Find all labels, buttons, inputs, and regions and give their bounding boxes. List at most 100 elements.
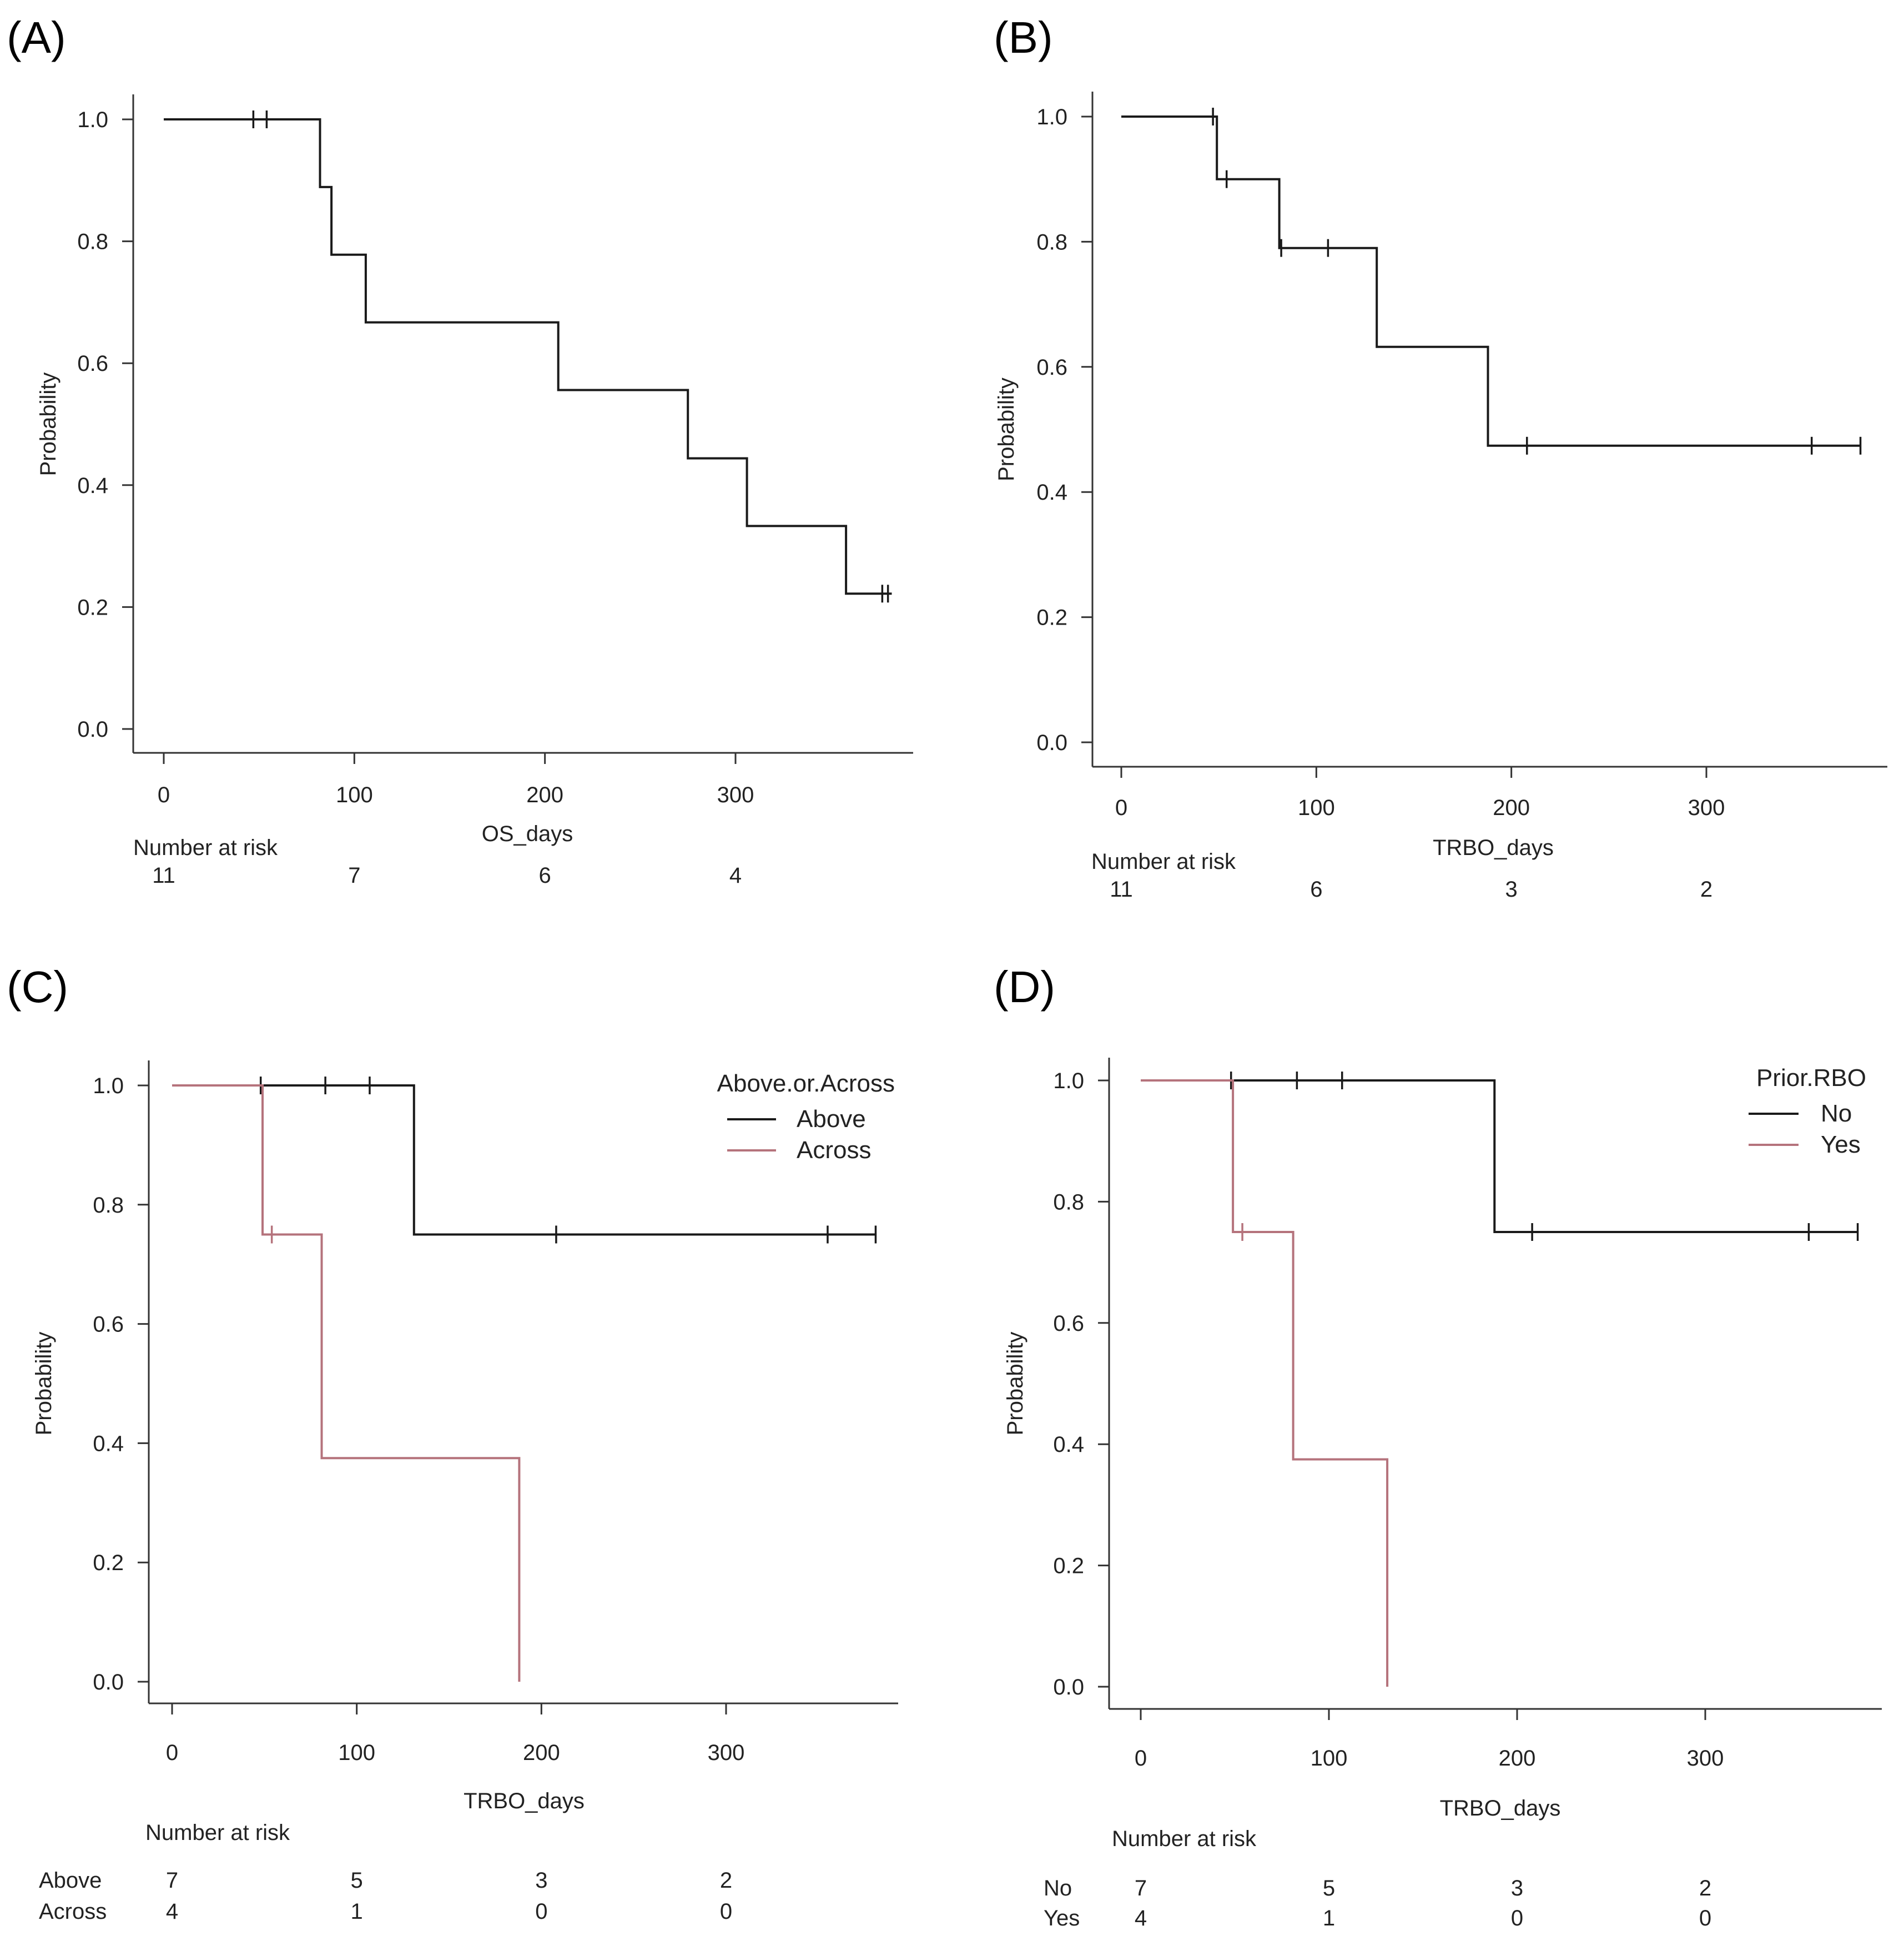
km-curve-above (172, 1084, 876, 1236)
legend-title: Prior.RBO (1756, 1064, 1866, 1092)
x-tick-label: 0 (1135, 1746, 1147, 1771)
panel-b: (B) 0.0 0.2 0.4 0.6 0.8 1.0 0 100 200 300 TRBO_days… (994, 13, 1887, 902)
risk-count: 6 (539, 863, 551, 888)
y-tick-label: 0.4 (93, 1431, 124, 1456)
risk-count: 7 (1135, 1876, 1147, 1900)
y-tick-label: 0.2 (1053, 1554, 1084, 1578)
risk-count: 2 (1699, 1876, 1711, 1900)
legend-label-no: No (1821, 1100, 1852, 1127)
x-tick-label: 200 (1499, 1746, 1536, 1771)
y-tick-label: 0.0 (1053, 1675, 1084, 1699)
x-tick-label: 200 (523, 1741, 560, 1765)
risk-count: 4 (166, 1899, 178, 1924)
risk-count: 7 (166, 1868, 178, 1893)
risk-group-label: Yes (1044, 1906, 1080, 1930)
risk-count: 4 (1135, 1906, 1147, 1930)
y-tick-label: 0.4 (1053, 1432, 1084, 1457)
km-curve-all (1121, 115, 1861, 447)
x-axis-title: TRBO_days (464, 1789, 585, 1813)
risk-group-label: Above (39, 1868, 102, 1893)
risk-count: 1 (1323, 1906, 1335, 1930)
y-axis-title: Probability (1003, 1332, 1027, 1436)
legend-label-yes: Yes (1821, 1131, 1861, 1158)
y-tick-label: 0.6 (93, 1313, 124, 1337)
x-tick-label: 100 (1298, 796, 1335, 820)
x-tick-label: 200 (526, 783, 563, 807)
risk-table-label: Number at risk (1112, 1827, 1257, 1851)
risk-count: 3 (1505, 877, 1518, 902)
x-tick-label: 0 (158, 783, 170, 807)
risk-count: 5 (1323, 1876, 1335, 1900)
x-tick-label: 100 (338, 1741, 375, 1765)
panel-tag: (B) (994, 13, 1053, 62)
x-tick-label: 300 (1688, 796, 1725, 820)
y-axis-title: Probability (32, 1332, 56, 1436)
y-tick-label: 0.4 (1036, 480, 1067, 505)
risk-count: 0 (535, 1899, 547, 1924)
panel-c: (C)0.00.20.40.60.81.00 100 200 300TRBO_days… (7, 962, 898, 1924)
y-tick-label: 0.6 (77, 351, 108, 376)
risk-count: 0 (720, 1899, 732, 1924)
legend-label-across: Across (797, 1137, 871, 1164)
y-tick-label: 0.8 (1053, 1190, 1084, 1214)
y-tick-label: 0.8 (1036, 230, 1067, 254)
risk-group-label: No (1044, 1876, 1072, 1900)
km-curve-no (1141, 1079, 1858, 1233)
legend-label-above: Above (797, 1105, 866, 1133)
y-tick-label: 0.0 (1036, 731, 1067, 755)
risk-count: 11 (152, 863, 175, 888)
y-tick-label: 0.6 (1036, 355, 1067, 380)
y-tick-label: 1.0 (93, 1074, 124, 1098)
y-tick-label: 0.2 (93, 1551, 124, 1575)
x-axis-title: TRBO_days (1433, 836, 1554, 860)
risk-count: 6 (1310, 877, 1322, 902)
x-tick-label: 200 (1493, 796, 1530, 820)
risk-count: 11 (1110, 877, 1133, 902)
risk-count: 3 (535, 1868, 547, 1893)
risk-table-label: Number at risk (133, 836, 278, 860)
y-tick-label: 1.0 (77, 108, 108, 132)
y-tick-label: 0.6 (1053, 1311, 1084, 1336)
risk-count: 1 (351, 1899, 363, 1924)
km-curve-all (164, 118, 892, 595)
x-tick-label: 0 (166, 1741, 178, 1765)
risk-count: 4 (729, 863, 742, 888)
panel-d: (D)0.00.20.40.60.81.00 100 200 300TRBO_days… (994, 962, 1882, 1930)
panel-tag: (C) (7, 962, 68, 1012)
km-curve-yes (1141, 1079, 1389, 1687)
y-tick-label: 0.0 (93, 1670, 124, 1694)
x-axis-title: OS_days (482, 822, 573, 846)
risk-table-label: Number at risk (145, 1821, 290, 1845)
risk-count: 2 (1700, 877, 1712, 902)
y-axis-title: Probability (36, 373, 61, 476)
x-tick-label: 300 (708, 1741, 745, 1765)
legend-title: Above.or.Across (717, 1070, 895, 1097)
panel-tag: (A) (7, 13, 66, 62)
x-tick-label: 300 (717, 783, 754, 807)
x-tick-label: 100 (1311, 1746, 1348, 1771)
y-tick-label: 0.8 (77, 230, 108, 254)
y-tick-label: 0.0 (77, 717, 108, 742)
y-tick-label: 0.4 (77, 474, 108, 498)
risk-group-label: Across (39, 1899, 107, 1924)
y-tick-label: 1.0 (1036, 105, 1067, 129)
risk-count: 7 (348, 863, 360, 888)
risk-table-label: Number at risk (1091, 849, 1236, 874)
panel-a: (A) 0.0 0.2 0.4 0.6 0.8 1.0 0 100 200 300 OS_days Pr… (7, 13, 913, 888)
x-tick-label: 300 (1687, 1746, 1724, 1771)
y-tick-label: 0.2 (77, 595, 108, 620)
y-tick-label: 0.2 (1036, 606, 1067, 630)
y-axis-title: Probability (994, 378, 1019, 481)
risk-count: 5 (351, 1868, 363, 1893)
x-axis-title: TRBO_days (1440, 1796, 1561, 1821)
x-tick-label: 100 (336, 783, 373, 807)
y-tick-label: 1.0 (1053, 1069, 1084, 1093)
risk-count: 0 (1511, 1906, 1523, 1930)
risk-count: 0 (1699, 1906, 1711, 1930)
km-curve-across (172, 1084, 521, 1682)
risk-count: 3 (1511, 1876, 1523, 1900)
panel-tag: (D) (994, 962, 1055, 1012)
risk-count: 2 (720, 1868, 732, 1893)
y-tick-label: 0.8 (93, 1193, 124, 1218)
